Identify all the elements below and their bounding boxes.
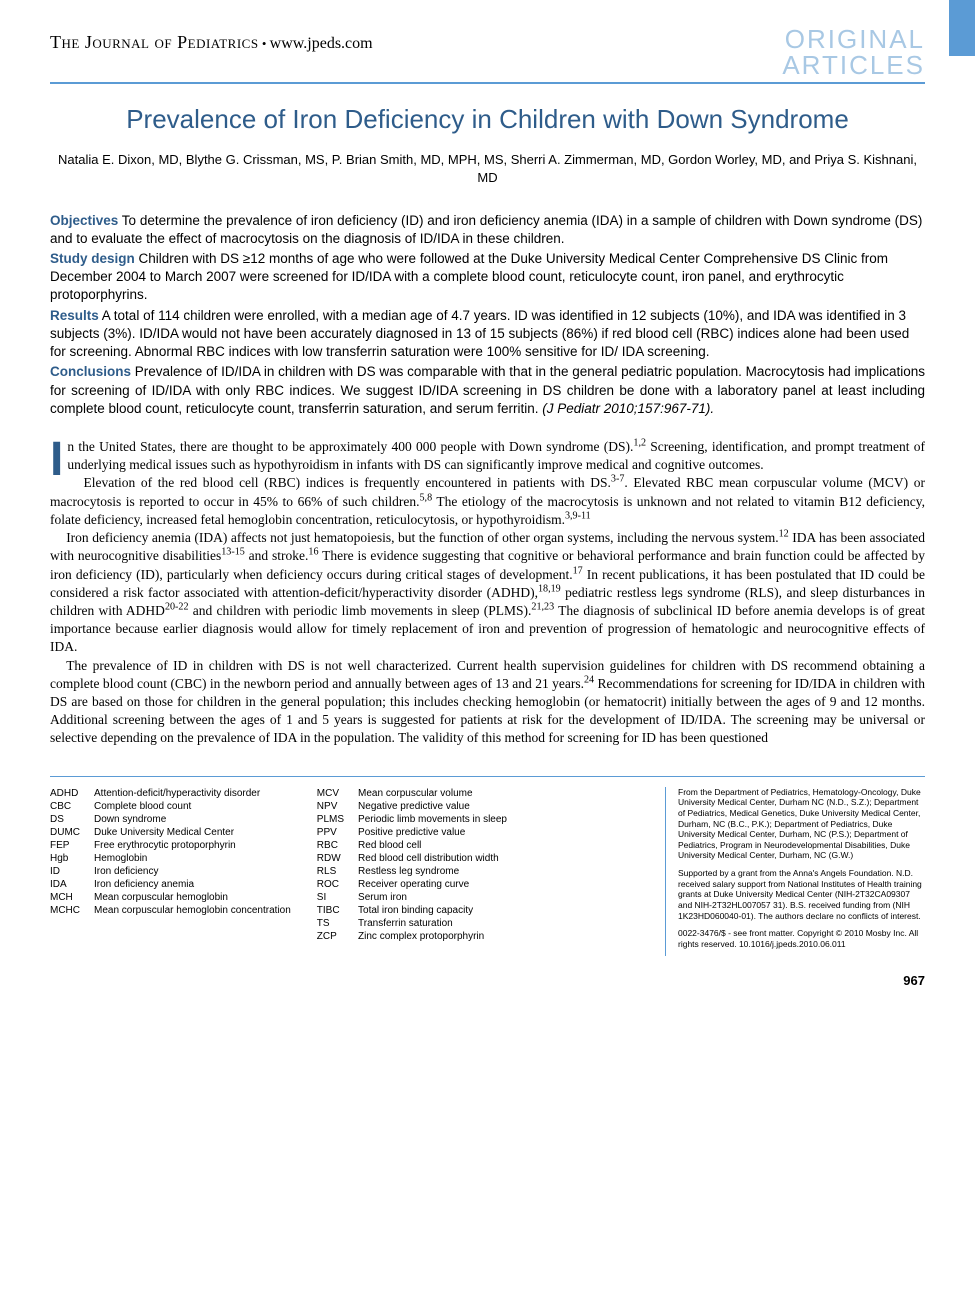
abbrev-key: DUMC — [50, 826, 80, 839]
abbrev-col-2: MCV Mean corpuscular volume NPV Negative pr… — [317, 787, 507, 957]
abstract-study-design: Study design Children with DS ≥12 months… — [50, 250, 925, 305]
dropcap: I — [50, 438, 67, 480]
study-design-label: Study design — [50, 251, 135, 266]
abbrev-value: Mean corpuscular hemoglobin concentratio… — [94, 904, 291, 917]
abbrev-key: ZCP — [317, 930, 344, 943]
abbrev-value: Zinc complex protoporphyrin — [358, 930, 507, 943]
abbrev-key: IDA — [50, 878, 80, 891]
abbrev-value: Red blood cell — [358, 839, 507, 852]
abbrev-key: RDW — [317, 852, 344, 865]
abbrev-key: MCV — [317, 787, 344, 800]
abbrev-value: Transferrin saturation — [358, 917, 507, 930]
abbrev-key: TIBC — [317, 904, 344, 917]
body-p2: Elevation of the red blood cell (RBC) in… — [50, 474, 925, 529]
abbrev-key: Hgb — [50, 852, 80, 865]
article-title: Prevalence of Iron Deficiency in Childre… — [50, 104, 925, 135]
abbrev-value: Iron deficiency anemia — [94, 878, 291, 891]
abbrev-value: Attention-deficit/hyperactivity disorder — [94, 787, 291, 800]
abbrev-value: Iron deficiency — [94, 865, 291, 878]
journal-info: The Journal of Pediatrics • www.jpeds.co… — [50, 30, 373, 55]
abbrev-key: ROC — [317, 878, 344, 891]
abbrev-value: Total iron binding capacity — [358, 904, 507, 917]
affiliation-box: From the Department of Pediatrics, Hemat… — [665, 787, 925, 957]
abbrev-value: Hemoglobin — [94, 852, 291, 865]
abbrev-key: RLS — [317, 865, 344, 878]
study-design-text: Children with DS ≥12 months of age who w… — [50, 251, 888, 302]
body-p4: The prevalence of ID in children with DS… — [50, 657, 925, 748]
journal-url: www.jpeds.com — [270, 35, 373, 52]
abbrev-value: Periodic limb movements in sleep — [358, 813, 507, 826]
abbrev-value: Mean corpuscular volume — [358, 787, 507, 800]
results-label: Results — [50, 308, 99, 323]
body-p3: Iron deficiency anemia (IDA) affects not… — [50, 529, 925, 657]
separator: • — [259, 36, 270, 51]
page-header: The Journal of Pediatrics • www.jpeds.co… — [50, 30, 925, 84]
abbrev-key: MCH — [50, 891, 80, 904]
affiliation-p3: 0022-3476/$ - see front matter. Copyrigh… — [678, 928, 925, 949]
journal-name: The Journal of Pediatrics — [50, 32, 259, 52]
abstract-conclusions: Conclusions Prevalence of ID/IDA in chil… — [50, 363, 925, 418]
abbrev-key: TS — [317, 917, 344, 930]
body-p1: In the United States, there are thought … — [50, 438, 925, 474]
abbrev-key: SI — [317, 891, 344, 904]
abbrev-value: Down syndrome — [94, 813, 291, 826]
affiliation-p1: From the Department of Pediatrics, Hemat… — [678, 787, 925, 861]
abbrev-col-1: ADHD Attention-deficit/hyperactivity diso… — [50, 787, 291, 957]
page-number: 967 — [50, 972, 925, 990]
abstract-objectives: Objectives To determine the prevalence o… — [50, 212, 925, 248]
results-text: A total of 114 children were enrolled, w… — [50, 308, 909, 359]
objectives-text: To determine the prevalence of iron defi… — [50, 213, 922, 246]
abbrev-key: MCHC — [50, 904, 80, 917]
abbreviations-table: ADHD Attention-deficit/hyperactivity diso… — [50, 787, 645, 957]
abbrev-value: Mean corpuscular hemoglobin — [94, 891, 291, 904]
abbrev-key: ID — [50, 865, 80, 878]
body-p1-text: n the United States, there are thought t… — [67, 439, 925, 472]
abbrev-value: Restless leg syndrome — [358, 865, 507, 878]
objectives-label: Objectives — [50, 213, 118, 228]
abbrev-key: CBC — [50, 800, 80, 813]
abstract-results: Results A total of 114 children were enr… — [50, 307, 925, 362]
abbrev-key: RBC — [317, 839, 344, 852]
article-type-line2: ARTICLES — [782, 50, 925, 80]
abbrev-key: ADHD — [50, 787, 80, 800]
abstract: Objectives To determine the prevalence o… — [50, 212, 925, 418]
abbrev-key: PPV — [317, 826, 344, 839]
abbrev-value: Serum iron — [358, 891, 507, 904]
page-footer: ADHD Attention-deficit/hyperactivity diso… — [50, 776, 925, 957]
abbrev-value: Free erythrocytic protoporphyrin — [94, 839, 291, 852]
abbrev-key: FEP — [50, 839, 80, 852]
color-tab — [949, 0, 975, 56]
body-text: In the United States, there are thought … — [50, 438, 925, 748]
affiliation-p2: Supported by a grant from the Anna's Ang… — [678, 868, 925, 921]
abbrev-key: DS — [50, 813, 80, 826]
abbrev-value: Receiver operating curve — [358, 878, 507, 891]
abbrev-key: PLMS — [317, 813, 344, 826]
abbrev-value: Positive predictive value — [358, 826, 507, 839]
authors: Natalia E. Dixon, MD, Blythe G. Crissman… — [50, 151, 925, 187]
abbrev-value: Red blood cell distribution width — [358, 852, 507, 865]
conclusions-label: Conclusions — [50, 364, 131, 379]
article-type: ORIGINAL ARTICLES — [782, 26, 925, 78]
abbrev-value: Duke University Medical Center — [94, 826, 291, 839]
citation: (J Pediatr 2010;157:967-71). — [542, 401, 714, 416]
conclusions-text: Prevalence of ID/IDA in children with DS… — [50, 364, 925, 415]
abbrev-key: NPV — [317, 800, 344, 813]
abbrev-value: Negative predictive value — [358, 800, 507, 813]
abbrev-value: Complete blood count — [94, 800, 291, 813]
article-type-wrap: ORIGINAL ARTICLES — [782, 30, 925, 78]
